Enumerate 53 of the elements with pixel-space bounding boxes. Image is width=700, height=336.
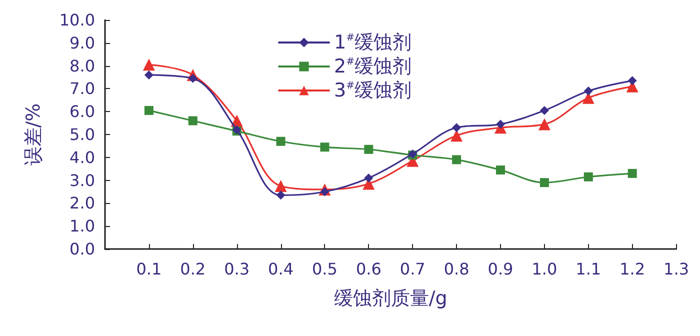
y-tick-label: 4.0 <box>70 148 95 167</box>
point <box>584 172 593 182</box>
y-tick-label: 0.0 <box>70 240 95 258</box>
x-tick-label: 0.9 <box>488 260 514 278</box>
point <box>496 120 505 129</box>
point <box>628 168 637 178</box>
point <box>320 142 330 152</box>
y-tick-label: 5.0 <box>70 125 95 144</box>
x-axis-title: 缓蚀剂质量/g <box>334 288 448 310</box>
x-tick-label: 1.0 <box>532 260 558 278</box>
y-tick-label: 3.0 <box>70 170 95 190</box>
x-tick-label: 0.2 <box>180 260 206 278</box>
point <box>364 174 374 183</box>
y-axis-title: 误差/% <box>22 103 44 166</box>
y-tick-label: 8.0 <box>70 56 95 76</box>
point <box>274 180 287 192</box>
x-tick-label: 0.5 <box>312 260 338 278</box>
x-tick-label: 0.6 <box>356 260 382 278</box>
point <box>276 136 286 146</box>
point <box>144 106 154 115</box>
point <box>364 144 374 154</box>
point <box>540 178 549 188</box>
point <box>540 106 549 115</box>
point <box>450 130 463 142</box>
point <box>144 70 154 80</box>
point <box>452 155 462 164</box>
point <box>188 116 198 126</box>
y-tick-label: 2.0 <box>70 194 95 213</box>
x-tick-label: 0.4 <box>268 260 294 278</box>
legend-label: 1#缓蚀剂 <box>334 32 412 54</box>
point <box>276 190 286 200</box>
legend-label: 3#缓蚀剂 <box>334 80 412 102</box>
legend-label: 2#缓蚀剂 <box>334 56 412 78</box>
point <box>188 74 198 83</box>
point <box>452 123 462 132</box>
point <box>584 86 593 96</box>
x-tick-label: 0.1 <box>136 260 162 278</box>
y-tick-label: 1.0 <box>70 216 95 236</box>
y-tick-label: 10.0 <box>59 10 95 30</box>
x-tick-label: 1.1 <box>576 260 602 278</box>
x-tick-label: 1.2 <box>620 260 646 278</box>
y-tick-label: 6.0 <box>70 102 95 122</box>
x-tick-label: 0.8 <box>444 260 470 278</box>
x-tick-label: 1.3 <box>664 260 690 278</box>
point <box>538 118 550 130</box>
y-tick-label: 7.0 <box>70 79 95 98</box>
point <box>628 76 637 86</box>
y-tick-label: 9.0 <box>70 33 95 52</box>
x-tick-label: 0.7 <box>400 260 426 278</box>
point <box>320 187 330 196</box>
x-tick-label: 0.3 <box>224 260 250 278</box>
point <box>496 165 505 174</box>
point <box>142 58 155 71</box>
